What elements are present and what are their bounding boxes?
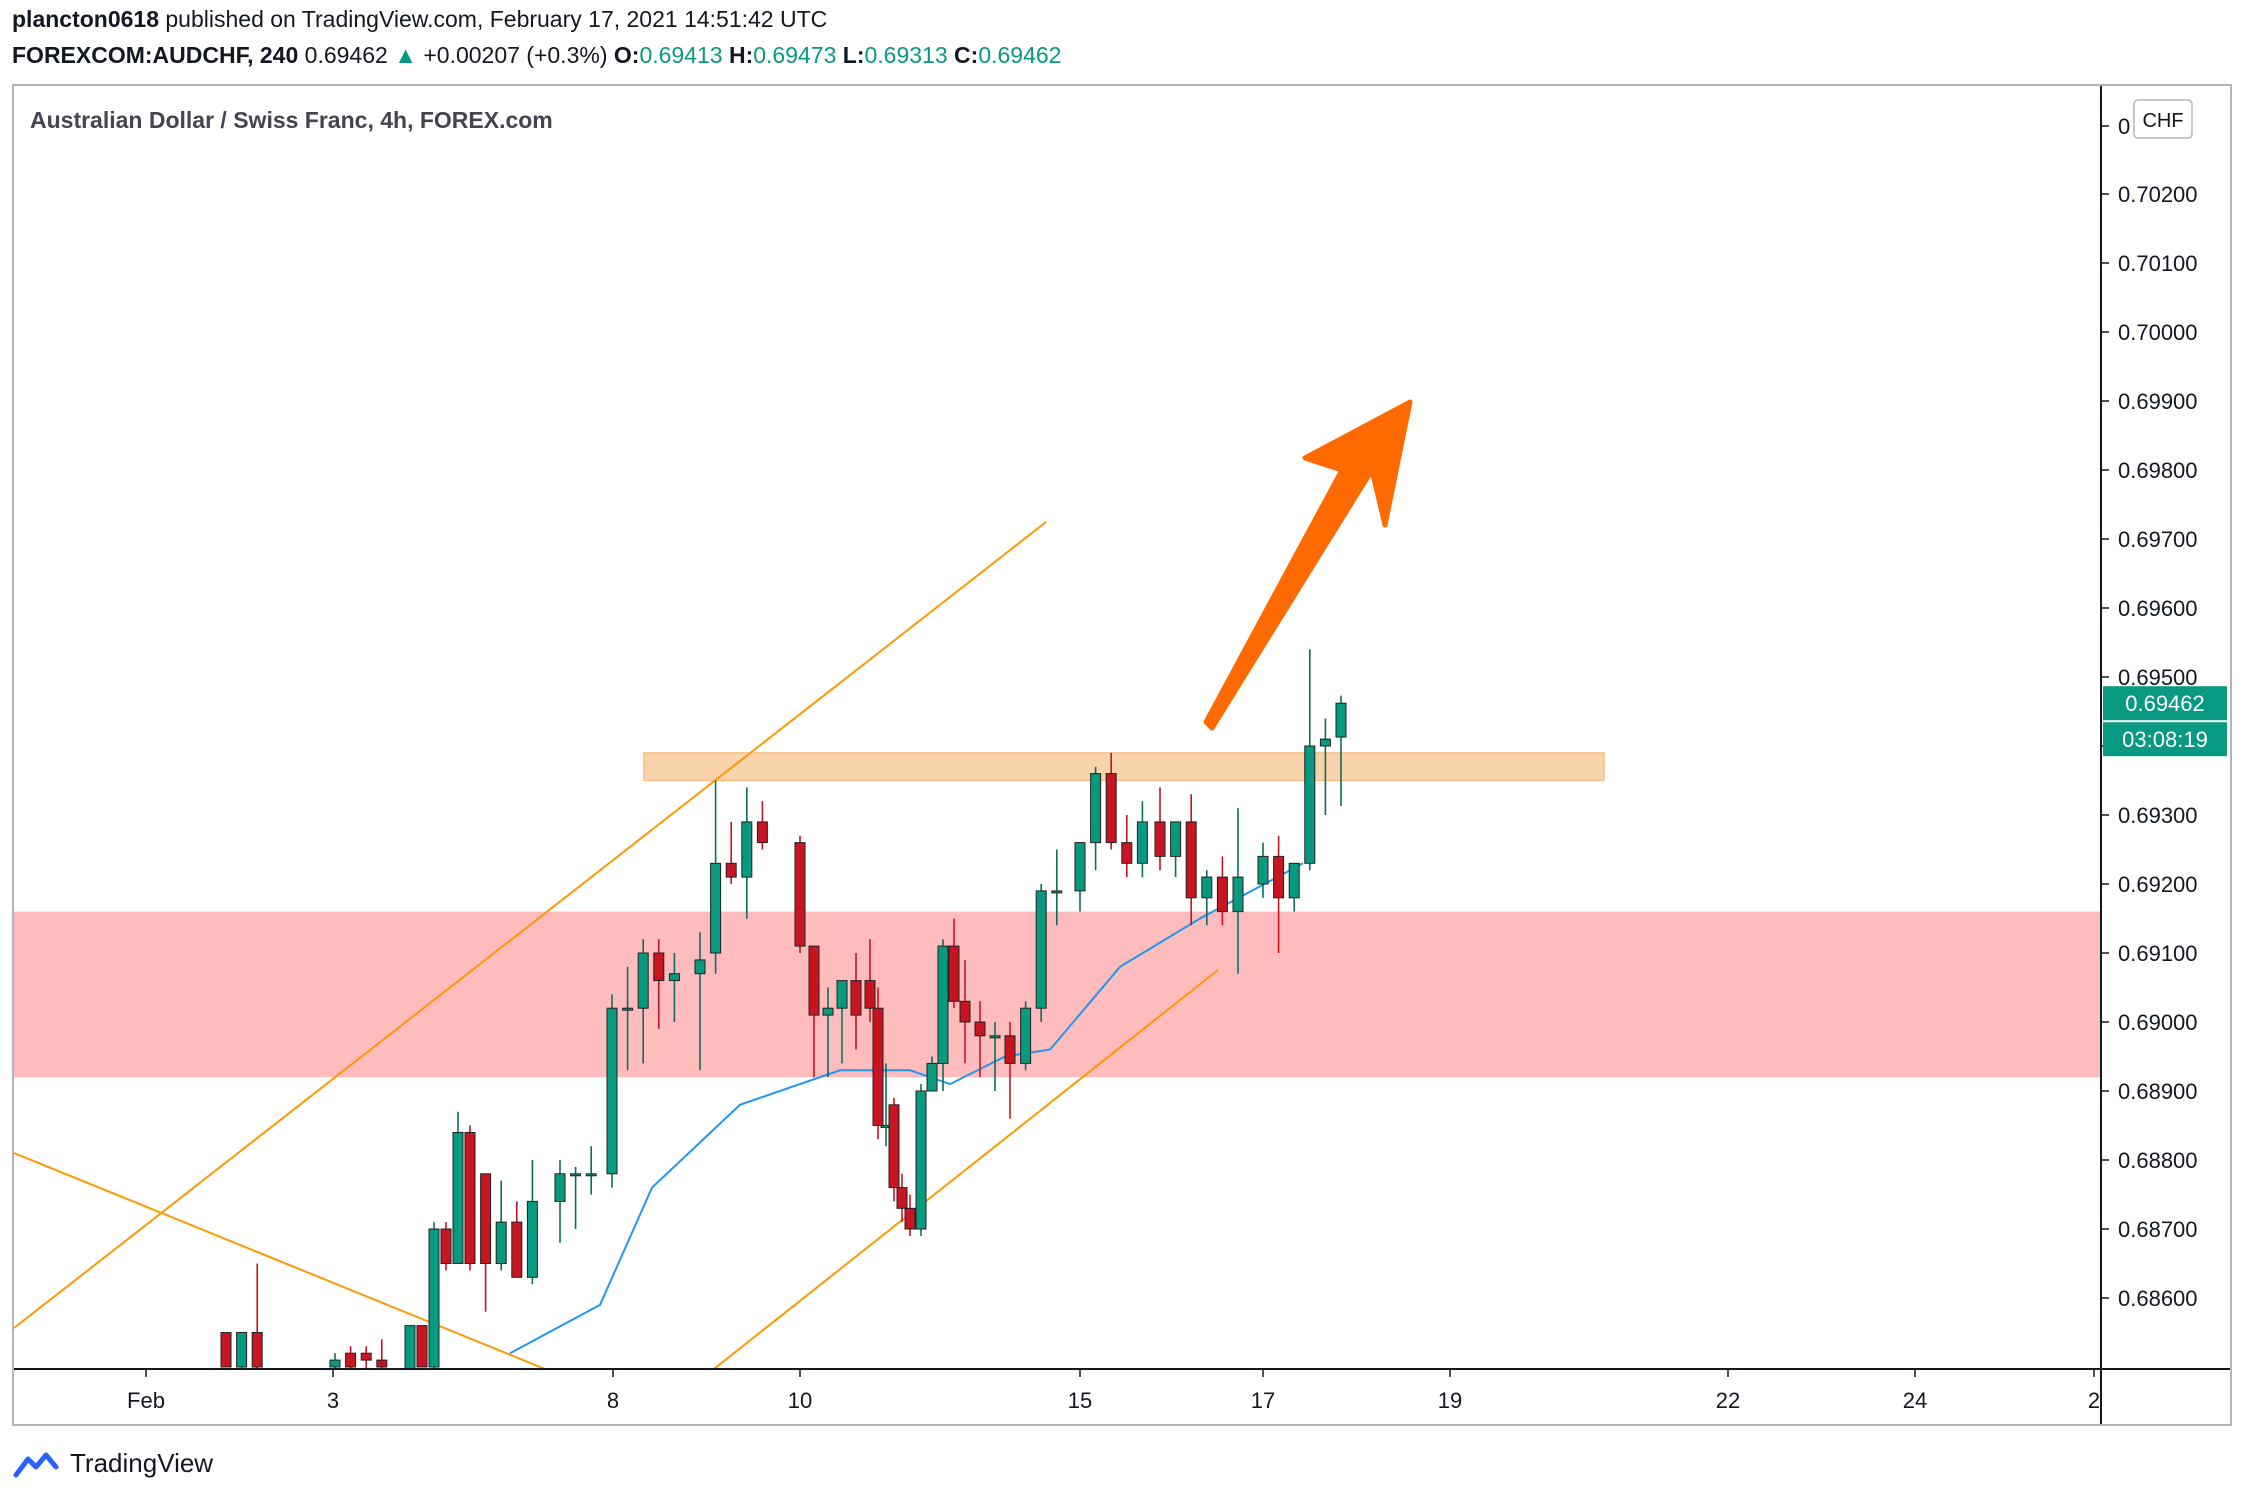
author-name[interactable]: plancton0618 <box>12 6 159 32</box>
change-arrow-icon: ▲ <box>394 42 417 68</box>
open-label: O: <box>613 42 640 68</box>
high-value: 0.69473 <box>753 42 837 68</box>
tradingview-cloud-icon <box>13 1452 59 1477</box>
high-label: H: <box>728 42 754 68</box>
last-price: 0.69462 <box>304 42 388 68</box>
low-value: 0.69313 <box>864 42 948 68</box>
tradingview-logo[interactable]: TradingView <box>10 1448 213 1479</box>
open-value: 0.69413 <box>639 42 723 68</box>
published-text: published on TradingView.com, February 1… <box>165 6 828 32</box>
low-label: L: <box>842 42 865 68</box>
footer-brand: TradingView <box>70 1448 214 1478</box>
publish-line: plancton0618 published on TradingView.co… <box>12 6 827 33</box>
symbol-name: FOREXCOM:AUDCHF, 240 <box>12 42 299 68</box>
chart-frame <box>12 84 2232 1426</box>
close-value: 0.69462 <box>978 42 1062 68</box>
symbol-line: FOREXCOM:AUDCHF, 240 0.69462 ▲ +0.00207 … <box>12 42 1061 69</box>
price-change: +0.00207 (+0.3%) <box>423 42 608 68</box>
close-label: C: <box>954 42 979 68</box>
